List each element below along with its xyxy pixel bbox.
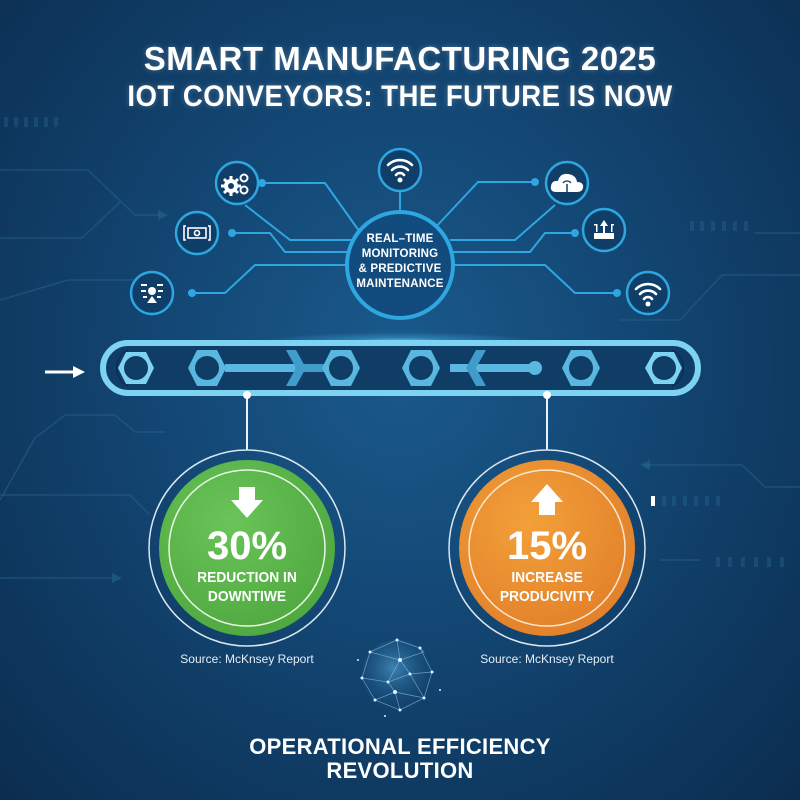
hub-label-line: & PREDICTIVE [358,263,442,275]
downtime-stat: 30% REDUCTION IN DOWNTIWE [167,524,327,606]
hub-label-line: MAINTENANCE [356,278,444,290]
stat-value: 15% [506,524,588,568]
up-arrow-icon [531,484,563,515]
page-subtitle: IOT CONVEYORS: THE FUTURE IS NOW [127,80,673,113]
green-stat-circle [148,449,346,647]
wifi-icon-top [386,158,414,177]
right-arrow-icon [45,366,85,378]
source-note: Source: McKnsey Report [480,652,614,666]
network-hub-icon [141,284,163,303]
orange-stat-circle [448,449,646,647]
footer-title-line2: REVOLUTION [326,758,474,783]
cloud-signal-icon [550,173,584,192]
hub-label-line: MONITORING [361,248,439,260]
stat-label: DOWNTIWE [207,588,287,605]
wifi-icon-right [634,282,662,301]
footer-title-line1: OPERATIONAL EFFICIENCY [249,734,551,759]
stat-value: 30% [206,524,288,568]
sensor-scanner-icon [183,225,211,241]
stat-label: INCREASE [511,569,583,586]
hub-label: REAL–TIME MONITORING & PREDICTIVE MAINTE… [345,232,455,292]
page-title: SMART MANUFACTURING 2025 [143,40,657,77]
conveyor-belt [100,340,701,396]
gears-icon [221,173,249,196]
productivity-stat: 15% INCREASE PRODUCIVITY [467,524,627,606]
down-arrow-icon [231,487,263,518]
network-globe-icon [357,638,441,717]
faint-circuit-traces [0,169,800,579]
hub-label-line: REAL–TIME [366,233,434,245]
hub-circle [345,210,455,320]
source-note: Source: McKnsey Report [180,652,314,666]
stat-label: PRODUCIVITY [499,588,595,605]
white-marker [651,496,655,506]
upload-device-icon [594,220,614,239]
drop-lines [246,395,548,450]
faint-dash-bars [4,117,784,567]
stat-label: REDUCTION IN [197,569,297,586]
